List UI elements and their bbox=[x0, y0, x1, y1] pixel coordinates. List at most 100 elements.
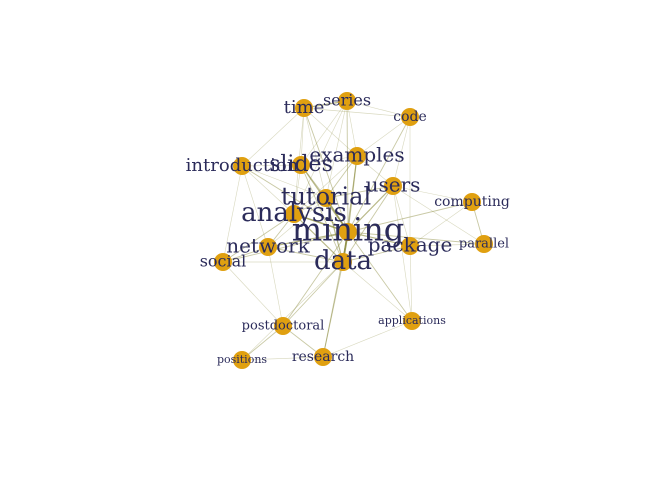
edge-mining-package bbox=[347, 231, 411, 247]
edge-applications-package bbox=[409, 245, 413, 322]
node-introduction bbox=[233, 157, 251, 175]
edge-users-computing bbox=[392, 185, 473, 203]
node-label-positions: positions bbox=[217, 353, 267, 366]
edge-data-examples bbox=[342, 155, 358, 263]
node-mining bbox=[339, 223, 357, 241]
edge-mining-introduction bbox=[241, 165, 349, 233]
edge-examples-series bbox=[346, 100, 358, 157]
edge-network-postdoctoral bbox=[267, 246, 284, 327]
edge-data-postdoctoral bbox=[282, 261, 344, 327]
edge-data-analysis bbox=[293, 213, 344, 263]
edge-data-package bbox=[342, 245, 411, 263]
node-social bbox=[214, 253, 232, 271]
edge-data-slides bbox=[300, 164, 344, 263]
node-label-network: network bbox=[226, 234, 310, 258]
node-parallel bbox=[475, 235, 493, 253]
edge-data-research bbox=[322, 261, 344, 358]
edge-mining-postdoctoral bbox=[282, 231, 349, 327]
node-package bbox=[401, 237, 419, 255]
edge-data-tutorial bbox=[325, 197, 344, 263]
node-positions bbox=[233, 351, 251, 369]
edge-introduction-time bbox=[241, 107, 305, 167]
node-label-data: data bbox=[314, 246, 372, 276]
edge-mining-series bbox=[346, 100, 349, 233]
node-label-computing: computing bbox=[434, 194, 510, 210]
edge-mining-network bbox=[267, 231, 349, 248]
node-label-package: package bbox=[368, 233, 453, 257]
edge-applications-users bbox=[392, 185, 413, 322]
node-label-time: time bbox=[284, 97, 325, 118]
edge-mining-analysis bbox=[293, 213, 349, 233]
edge-analysis-introduction bbox=[241, 165, 295, 215]
edge-tutorial-network bbox=[267, 197, 327, 248]
edge-introduction-network bbox=[241, 165, 269, 248]
edge-analysis-series bbox=[293, 100, 348, 215]
node-examples bbox=[348, 147, 366, 165]
node-postdoctoral bbox=[274, 317, 292, 335]
node-network bbox=[259, 238, 277, 256]
edge-users-code bbox=[392, 116, 411, 187]
edge-tutorial-series bbox=[325, 100, 348, 199]
edge-mining-applications bbox=[347, 231, 413, 322]
edge-tutorial-introduction bbox=[241, 165, 327, 199]
edge-data-network bbox=[267, 246, 344, 263]
node-applications bbox=[403, 312, 421, 330]
edge-slides-examples bbox=[300, 155, 358, 166]
edge-positions-research bbox=[241, 356, 324, 361]
node-label-applications: applications bbox=[378, 314, 446, 327]
node-label-mining: mining bbox=[292, 211, 405, 249]
node-computing bbox=[463, 193, 481, 211]
edge-research-applications bbox=[322, 320, 413, 358]
edge-mining-users bbox=[347, 185, 394, 233]
edge-data-users bbox=[342, 185, 394, 263]
edge-slides-time bbox=[300, 107, 305, 166]
node-analysis bbox=[285, 205, 303, 223]
edge-package-parallel bbox=[409, 243, 485, 247]
edge-series-code bbox=[346, 100, 411, 118]
node-label-series: series bbox=[323, 91, 371, 110]
node-label-social: social bbox=[200, 252, 247, 271]
edge-mining-parallel bbox=[347, 231, 485, 245]
edge-slides-introduction bbox=[241, 164, 302, 167]
edge-tutorial-time bbox=[303, 107, 327, 199]
node-label-code: code bbox=[393, 109, 427, 125]
edge-analysis-examples bbox=[293, 155, 358, 215]
node-label-postdoctoral: postdoctoral bbox=[242, 319, 325, 334]
node-label-examples: examples bbox=[309, 143, 404, 167]
edge-parallel-users bbox=[392, 185, 485, 245]
node-tutorial bbox=[317, 189, 335, 207]
edge-data-positions bbox=[241, 261, 344, 361]
node-label-analysis: analysis bbox=[241, 198, 347, 228]
node-code bbox=[401, 108, 419, 126]
edge-mining-time bbox=[303, 107, 349, 233]
node-label-slides: slides bbox=[269, 152, 333, 177]
edge-data-applications bbox=[342, 261, 413, 322]
node-slides bbox=[292, 156, 310, 174]
edge-slides-series bbox=[300, 100, 348, 166]
node-research bbox=[314, 348, 332, 366]
node-label-research: research bbox=[292, 349, 354, 365]
node-users bbox=[384, 177, 402, 195]
edge-introduction-social bbox=[222, 165, 243, 263]
edge-mining-examples bbox=[347, 155, 358, 233]
edge-tutorial-users bbox=[325, 185, 394, 199]
edge-mining-research bbox=[322, 231, 349, 358]
node-label-parallel: parallel bbox=[459, 237, 509, 252]
edge-social-postdoctoral bbox=[222, 261, 284, 327]
node-layer bbox=[214, 92, 493, 369]
node-data bbox=[334, 253, 352, 271]
edge-examples-time bbox=[303, 107, 358, 157]
node-label-introduction: introduction bbox=[186, 155, 299, 176]
node-label-users: users bbox=[366, 173, 421, 197]
edge-mining-social bbox=[222, 231, 349, 263]
edge-users-package bbox=[392, 185, 411, 247]
node-series bbox=[338, 92, 356, 110]
node-time bbox=[295, 99, 313, 117]
edge-analysis-social bbox=[222, 213, 295, 263]
edge-mining-code bbox=[347, 116, 411, 233]
node-label-tutorial: tutorial bbox=[281, 183, 371, 211]
edge-mining-computing bbox=[347, 201, 473, 233]
